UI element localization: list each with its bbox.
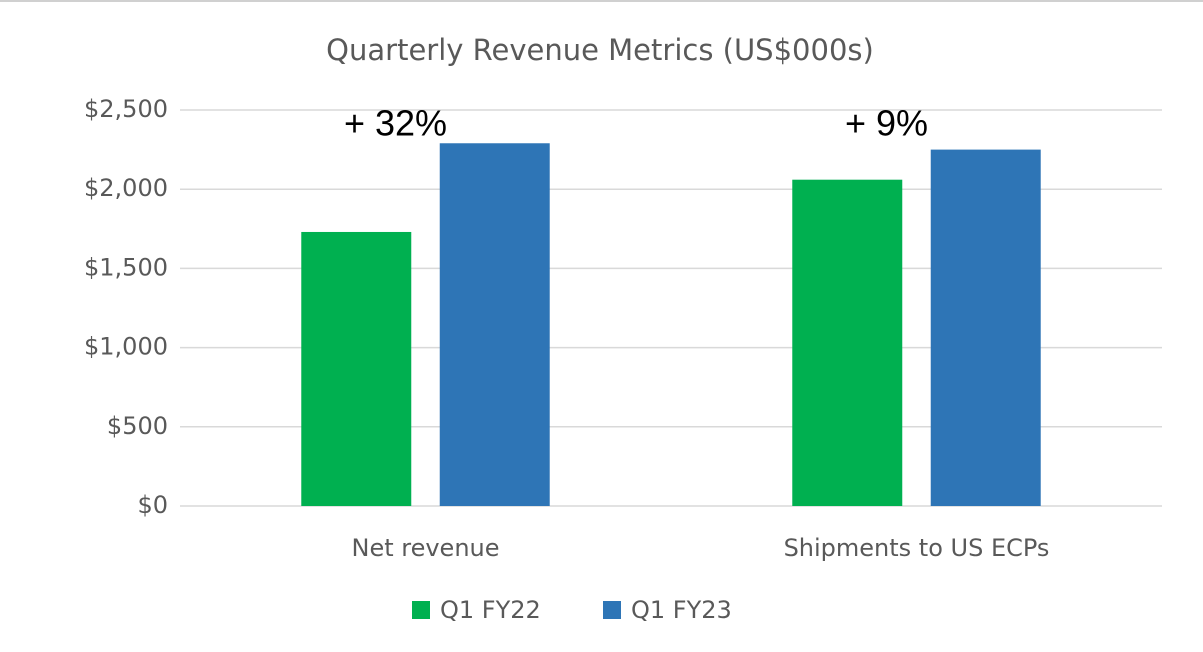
y-tick-label: $0 [137,491,168,519]
chart-title: Quarterly Revenue Metrics (US$000s) [326,33,874,67]
y-tick-label: $2,000 [84,174,168,202]
y-tick-label: $2,500 [84,95,168,123]
bar [930,149,1041,506]
x-tick-label: Net revenue [351,534,499,562]
y-tick-label: $1,000 [84,333,168,361]
bar [301,231,412,506]
x-tick-label: Shipments to US ECPs [784,534,1050,562]
legend-label: Q1 FY23 [631,596,732,624]
bar [439,143,550,506]
legend-label: Q1 FY22 [440,596,541,624]
annotation: + 32% [344,103,447,144]
legend-swatch [412,601,430,619]
y-tick-label: $500 [107,412,168,440]
legend-swatch [603,601,621,619]
annotation: + 9% [845,103,928,144]
y-tick-label: $1,500 [84,253,168,281]
bar [792,179,903,507]
